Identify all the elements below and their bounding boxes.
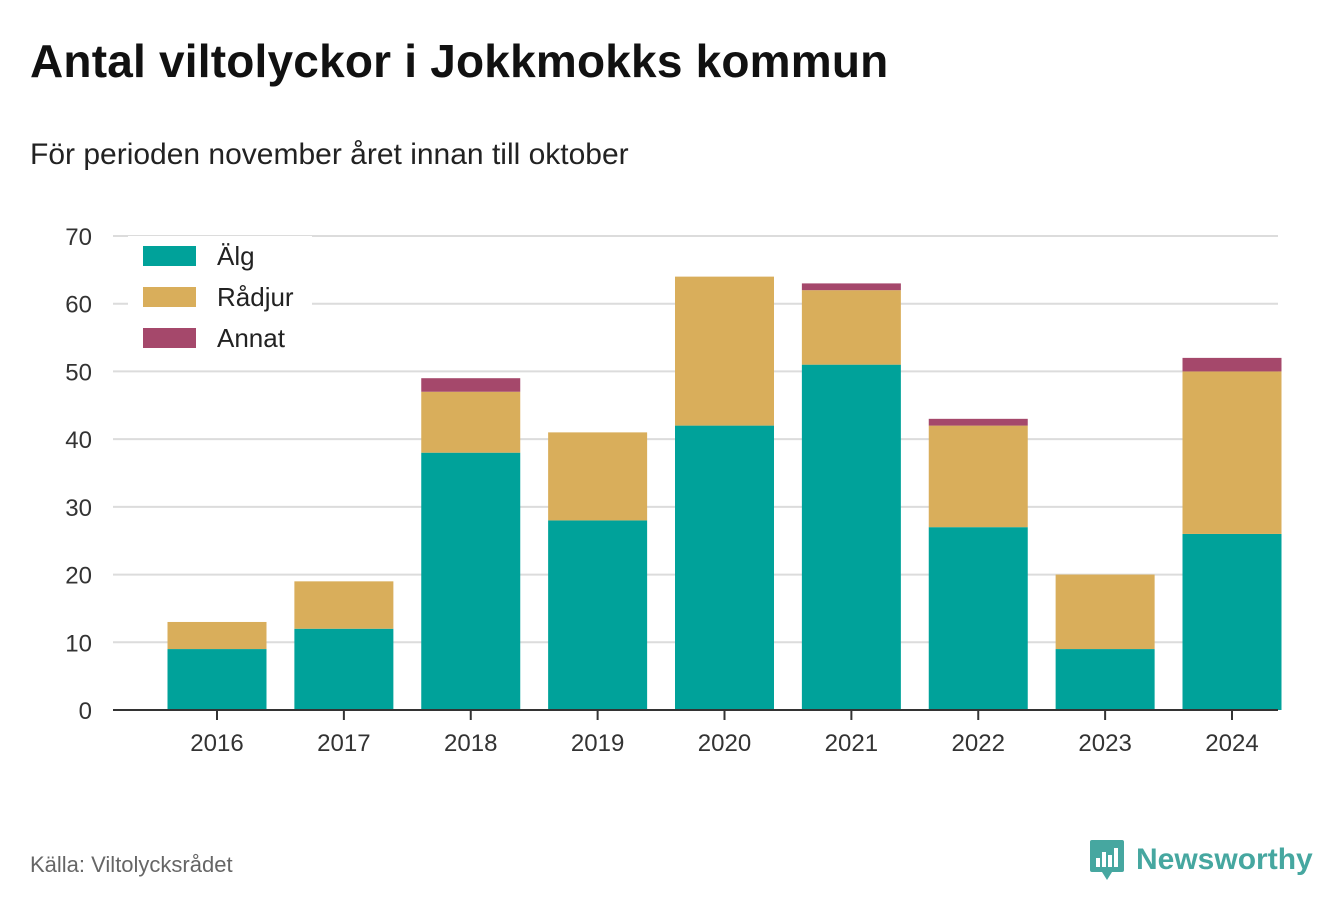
x-tick-label: 2022 xyxy=(952,730,1005,757)
bar-segment xyxy=(801,364,901,710)
bar-segment xyxy=(167,649,267,710)
bar-segment xyxy=(1182,371,1282,534)
bar-segment xyxy=(421,391,521,453)
y-tick-label: 10 xyxy=(65,630,92,657)
bar-segment xyxy=(928,527,1028,710)
brand-name: Newsworthy xyxy=(1136,843,1313,876)
y-tick-label: 30 xyxy=(65,495,92,522)
bar-segment xyxy=(928,425,1028,528)
legend-label: Rådjur xyxy=(217,282,294,312)
y-tick-label: 0 xyxy=(79,698,92,725)
bar-segment xyxy=(294,628,394,710)
source-note: Källa: Viltolycksrådet xyxy=(30,852,233,877)
x-tick-label: 2018 xyxy=(444,730,497,757)
chart-title: Antal viltolyckor i Jokkmokks kommun xyxy=(30,35,889,87)
bar-segment xyxy=(294,581,394,629)
chart-subtitle: För perioden november året innan till ok… xyxy=(30,138,629,171)
y-tick-label: 20 xyxy=(65,563,92,590)
legend-swatch xyxy=(143,287,196,307)
x-tick-label: 2016 xyxy=(190,730,243,757)
bar-segment xyxy=(1055,574,1155,650)
bar-segment xyxy=(675,425,774,710)
bar-segment xyxy=(928,418,1028,426)
bar-segment xyxy=(1055,649,1155,710)
y-tick-label: 40 xyxy=(65,427,92,454)
y-tick-label: 70 xyxy=(65,224,92,251)
bar-segment xyxy=(675,276,774,426)
bar-segment xyxy=(1182,357,1282,372)
bar-segment xyxy=(801,283,901,291)
x-tick-label: 2020 xyxy=(698,730,751,757)
y-tick-label: 50 xyxy=(65,359,92,386)
x-tick-label: 2024 xyxy=(1205,730,1258,757)
y-tick-label: 60 xyxy=(65,292,92,319)
x-tick-label: 2023 xyxy=(1078,730,1131,757)
brand-logo: Newsworthy xyxy=(1088,838,1313,882)
chart-bubble-icon xyxy=(1090,840,1124,880)
bar-segment xyxy=(167,621,267,650)
legend-swatch xyxy=(143,246,196,266)
x-tick-label: 2019 xyxy=(571,730,624,757)
legend-label: Annat xyxy=(217,323,286,353)
legend-label: Älg xyxy=(217,241,255,271)
legend-swatch xyxy=(143,328,196,348)
x-tick-label: 2017 xyxy=(317,730,370,757)
bar-segment xyxy=(801,290,901,365)
bar-segment xyxy=(421,452,521,710)
bar-segment xyxy=(421,378,521,392)
x-tick-label: 2021 xyxy=(825,730,878,757)
bar-segment xyxy=(548,432,648,521)
bar-segment xyxy=(548,520,648,710)
bar-segment xyxy=(1182,533,1282,710)
